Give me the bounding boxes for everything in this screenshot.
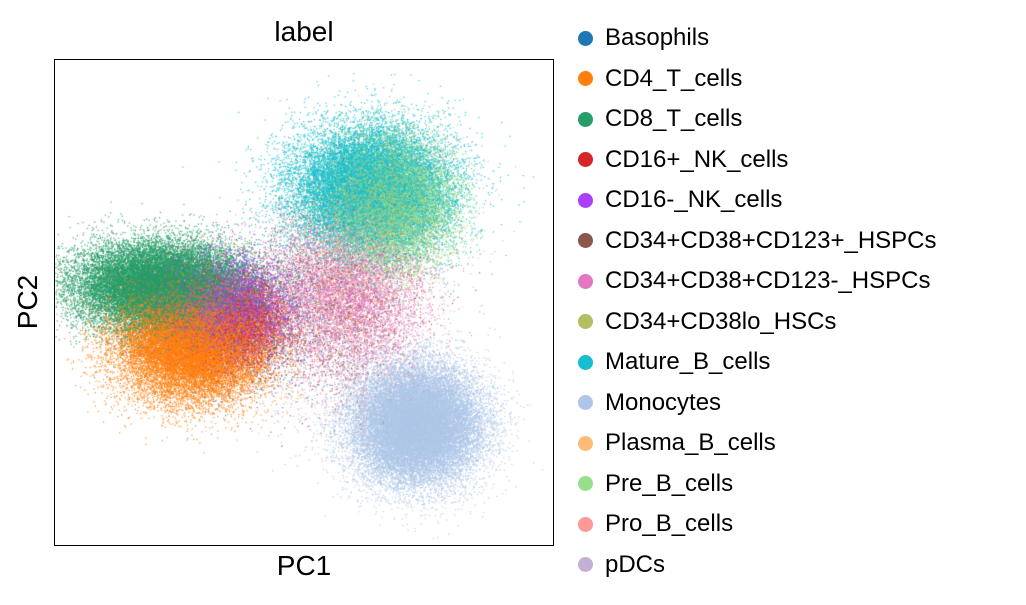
legend-marker-icon — [578, 192, 593, 208]
legend-item: Pro_B_cells — [578, 504, 937, 545]
legend-marker-icon — [578, 314, 593, 330]
legend-item: CD16+_NK_cells — [578, 140, 937, 181]
legend-marker-icon — [578, 152, 593, 168]
legend-marker-icon — [578, 273, 593, 289]
chart-title: label — [274, 16, 334, 47]
legend-item: Mature_B_cells — [578, 342, 937, 383]
legend-marker-icon — [578, 30, 593, 46]
legend-item: Pre_B_cells — [578, 464, 937, 505]
legend-item: CD4_T_cells — [578, 59, 937, 100]
legend-label: Mature_B_cells — [605, 348, 771, 376]
legend: Basophils CD4_T_cells CD8_T_cells CD16+_NK_… — [578, 18, 937, 585]
legend-label: Plasma_B_cells — [605, 429, 776, 457]
legend-marker-icon — [578, 71, 593, 87]
legend-item: Basophils — [578, 18, 937, 59]
legend-label: Pre_B_cells — [605, 469, 734, 497]
legend-item: CD34+CD38+CD123-_HSPCs — [578, 261, 937, 302]
legend-label: CD16-_NK_cells — [605, 186, 783, 214]
legend-item: CD34+CD38lo_HSCs — [578, 302, 937, 343]
legend-item: Monocytes — [578, 383, 937, 424]
legend-label: pDCs — [605, 550, 666, 578]
legend-label: CD34+CD38lo_HSCs — [605, 307, 837, 335]
legend-label: CD16+_NK_cells — [605, 145, 789, 173]
legend-marker-icon — [578, 516, 593, 532]
legend-label: CD34+CD38+CD123+_HSPCs — [605, 226, 937, 254]
legend-marker-icon — [578, 233, 593, 249]
legend-marker-icon — [578, 476, 593, 492]
legend-label: Monocytes — [605, 388, 722, 416]
scatter-points — [55, 60, 553, 545]
legend-marker-icon — [578, 354, 593, 370]
legend-marker-icon — [578, 557, 593, 573]
legend-item: CD8_T_cells — [578, 99, 937, 140]
legend-item: CD16-_NK_cells — [578, 180, 937, 221]
y-axis-label: PC2 — [12, 274, 43, 330]
legend-marker-icon — [578, 435, 593, 451]
plot-area — [54, 59, 554, 546]
legend-label: Basophils — [605, 24, 710, 52]
legend-label: Pro_B_cells — [605, 510, 734, 538]
legend-item: pDCs — [578, 545, 937, 586]
legend-label: CD4_T_cells — [605, 64, 743, 92]
legend-item: CD34+CD38+CD123+_HSPCs — [578, 221, 937, 262]
legend-label: CD8_T_cells — [605, 105, 743, 133]
legend-marker-icon — [578, 111, 593, 127]
legend-marker-icon — [578, 395, 593, 411]
x-axis-label: PC1 — [276, 550, 332, 581]
legend-item: Plasma_B_cells — [578, 423, 937, 464]
legend-label: CD34+CD38+CD123-_HSPCs — [605, 267, 931, 295]
